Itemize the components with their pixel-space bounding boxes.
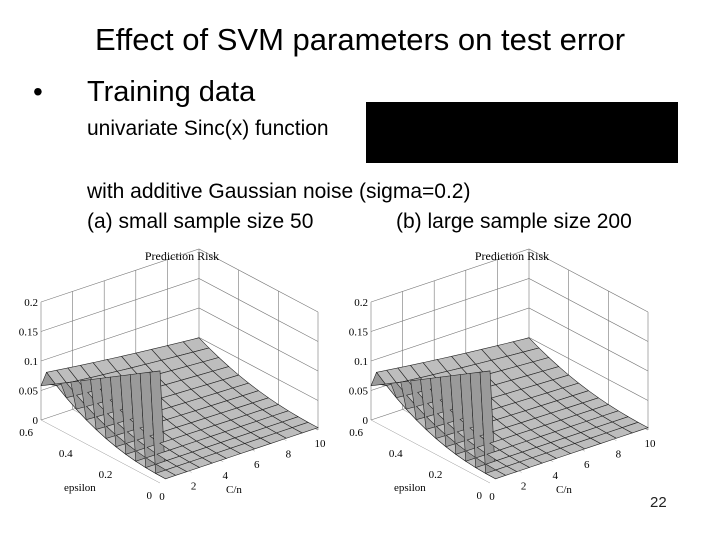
ylabel: epsilon (394, 482, 426, 494)
slide-title: Effect of SVM parameters on test error (94, 22, 626, 57)
plot-title: Prediction Risk (475, 249, 549, 263)
y-tick-label: 0.2 (99, 469, 113, 481)
y-tick-label: 0 (477, 490, 483, 502)
z-tick-label: 0.1 (354, 356, 368, 368)
z-tick-label: 0.1 (24, 356, 38, 368)
x-tick-label: 10 (315, 438, 327, 450)
x-tick-label: 0 (489, 491, 495, 503)
z-tick-label: 0.15 (19, 327, 39, 339)
surface-plot-b: Prediction Risk 00.050.10.150.2024681000… (349, 248, 657, 503)
x-tick-label: 8 (616, 449, 622, 461)
body-line-small-sample: (a) small sample size 50 (87, 210, 314, 233)
x-tick-label: 2 (521, 480, 527, 492)
x-tick-label: 0 (159, 491, 165, 503)
y-tick-label: 0.2 (429, 469, 443, 481)
x-tick-label: 6 (254, 459, 260, 471)
formula-image-placeholder (366, 102, 678, 163)
plot-title: Prediction Risk (145, 249, 219, 263)
xlabel: C/n (226, 484, 242, 496)
ylabel: epsilon (64, 482, 96, 494)
surface-patch (291, 421, 319, 434)
bullet-heading: Training data (87, 76, 256, 108)
z-tick-label: 0 (363, 415, 369, 427)
y-tick-label: 0 (147, 490, 153, 502)
surface-plot-a: Prediction Risk 00.050.10.150.2024681000… (19, 248, 327, 503)
body-line-noise: with additive Gaussian noise (sigma=0.2) (87, 180, 471, 203)
body-line-sinc: univariate Sinc(x) function (87, 117, 329, 140)
body-line-large-sample: (b) large sample size 200 (396, 210, 632, 233)
x-tick-label: 4 (552, 470, 558, 482)
z-tick-label: 0.05 (19, 386, 39, 398)
y-tick-label: 0.4 (59, 448, 73, 460)
z-tick-label: 0.15 (349, 327, 369, 339)
bullet-marker: • (33, 76, 43, 107)
y-tick-label: 0.6 (19, 427, 33, 439)
x-tick-label: 4 (222, 470, 228, 482)
x-tick-label: 10 (645, 438, 657, 450)
y-tick-label: 0.6 (349, 427, 363, 439)
z-tick-label: 0.2 (24, 297, 38, 309)
z-tick-label: 0.05 (349, 386, 369, 398)
x-tick-label: 2 (191, 480, 197, 492)
xlabel: C/n (556, 484, 572, 496)
z-tick-label: 0 (33, 415, 39, 427)
y-tick-label: 0.4 (389, 448, 403, 460)
x-tick-label: 6 (584, 459, 590, 471)
floor-line (370, 419, 491, 484)
surface-patch (621, 421, 649, 434)
floor-line (40, 419, 161, 484)
z-tick-label: 0.2 (354, 297, 368, 309)
x-tick-label: 8 (286, 449, 292, 461)
page-number: 22 (650, 494, 667, 511)
